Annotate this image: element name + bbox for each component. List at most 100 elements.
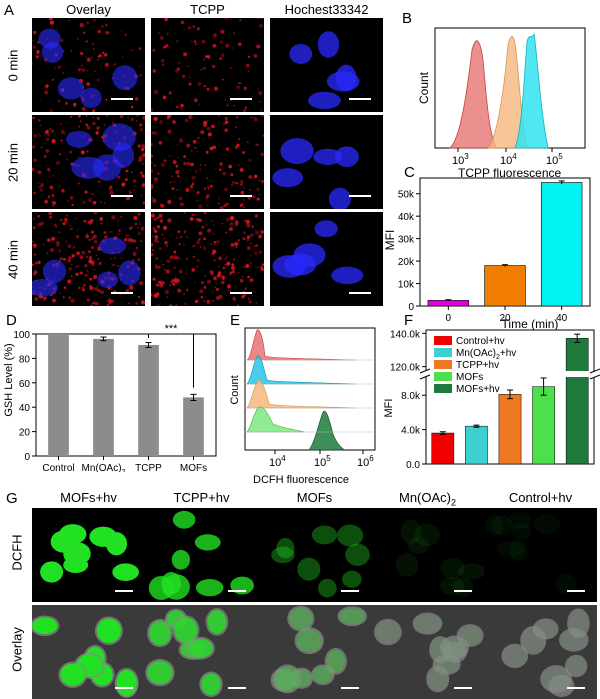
legend-swatch-tcpp xyxy=(434,360,452,369)
panel-label-d: D xyxy=(6,312,17,329)
scale-bar xyxy=(230,98,252,100)
panel-a-col-overlay: Overlay xyxy=(66,2,111,17)
panel-a-image-r0-tcpp xyxy=(151,18,264,112)
panel-g-image-overlay-mnoac xyxy=(371,605,484,699)
panel-e-ylabel: Count xyxy=(229,375,241,404)
scale-bar xyxy=(454,687,472,689)
panel-a-image-r1-hoechst xyxy=(270,115,383,209)
panel-a-image-r1-tcpp xyxy=(151,115,264,209)
panel-f-legend: Control+hv Mn(OAc)2+hv TCPP+hv MOFs MOFs… xyxy=(434,336,516,395)
panel-a-row-20min: 20 min xyxy=(5,142,21,183)
panel-g-image-overlay-control-hv xyxy=(484,605,597,699)
panel-g-image-dcfh-mnoac xyxy=(371,508,484,602)
panel-e-xlabel: DCFH fluorescence xyxy=(253,474,349,486)
legend-swatch-mnoac xyxy=(434,348,452,357)
panel-f-ylabel: MFI xyxy=(383,399,395,418)
panel-g-image-overlay-mofs-hv xyxy=(32,605,145,699)
panel-d-xtick: TCPP xyxy=(135,463,162,472)
scale-bar xyxy=(230,292,252,294)
panel-c-bar xyxy=(427,300,470,307)
panel-f-ytick: 120.0k xyxy=(390,363,421,374)
panel-b-tick-1e5: 105 xyxy=(546,152,563,167)
scale-bar xyxy=(228,590,246,592)
panel-f-bar xyxy=(532,386,555,465)
panel-c-ytick: 10k xyxy=(398,280,415,291)
panel-e-hist-red xyxy=(246,329,356,361)
panel-g-image-dcfh-tcpp-hv xyxy=(145,508,258,602)
panel-label-g: G xyxy=(6,490,18,507)
panel-c-ytick: 0 xyxy=(408,302,414,313)
scale-bar xyxy=(230,195,252,197)
legend-swatch-mofs xyxy=(434,372,452,381)
panel-label-a: A xyxy=(4,2,15,19)
panel-d-chart: GSH Level (%) 0 20 40 60 80 100 Control Mn(OAc)… xyxy=(3,323,217,472)
panel-g-col-tcpp-hv: TCPP+hv xyxy=(173,490,230,505)
panel-b-xlabel: TCPP fluorescence xyxy=(458,166,561,180)
panel-a-image-r0-hoechst xyxy=(270,18,383,112)
panel-e-tick-1e5: 105 xyxy=(314,454,331,469)
panel-a-image-r1-overlay xyxy=(32,115,145,209)
panel-g-image-dcfh-control-hv xyxy=(484,508,597,602)
panel-a-row-0min: 0 min xyxy=(5,49,21,82)
panel-f-bar xyxy=(498,394,522,465)
panel-label-c: C xyxy=(404,164,415,181)
panel-f-ytick: 8.0k xyxy=(401,391,421,402)
panel-g-col-mnoac: Mn(OAc)2 xyxy=(398,490,456,508)
panel-a-col-hochest: Hochest33342 xyxy=(284,2,369,17)
panel-d-bar xyxy=(93,338,114,456)
panel-d-xtick: Control xyxy=(42,463,74,472)
panel-d-significance-stars: *** xyxy=(165,323,179,335)
scale-bar xyxy=(115,590,133,592)
scale-bar xyxy=(228,687,246,689)
legend-label-mofs-hv: MOFs+hv xyxy=(456,384,500,395)
scale-bar xyxy=(111,195,133,197)
panel-d-ytick: 100 xyxy=(13,330,30,341)
panel-e-hist-lightgreen xyxy=(246,406,306,433)
panel-g-image-overlay-mofs xyxy=(258,605,371,699)
panel-e-tick-1e4: 104 xyxy=(269,454,286,469)
scale-bar xyxy=(111,292,133,294)
panel-b-hist-red xyxy=(449,40,497,149)
panel-a-image-r2-overlay xyxy=(32,212,145,306)
panel-c-ytick: 30k xyxy=(398,235,415,246)
panel-c-xtick: 0 xyxy=(446,313,452,324)
panel-label-b: B xyxy=(402,10,413,27)
panel-d-bar xyxy=(138,344,159,456)
panel-d-ytick: 60 xyxy=(19,379,31,390)
panel-d-significance-bracket xyxy=(148,333,194,388)
scale-bar xyxy=(111,98,133,100)
scale-bar xyxy=(349,98,371,100)
panel-g-col-mofs-hv: MOFs+hv xyxy=(60,490,117,505)
panel-c-xlabel: Time (min) xyxy=(502,317,559,330)
panel-d-frame xyxy=(35,333,217,457)
panel-d-bar xyxy=(183,397,204,456)
panel-b-hist-cyan xyxy=(514,32,549,149)
panel-c-ytick: 20k xyxy=(398,257,415,268)
panel-b-ylabel: Count xyxy=(417,71,431,104)
scale-bar xyxy=(115,687,133,689)
legend-label-mofs: MOFs xyxy=(456,372,483,383)
scale-bar xyxy=(349,292,371,294)
panel-g-image-overlay-tcpp-hv xyxy=(145,605,258,699)
panel-a-row-40min: 40 min xyxy=(5,239,21,280)
panel-f-bar xyxy=(465,425,488,465)
panel-c-ytick: 40k xyxy=(398,212,415,223)
legend-label-tcpp: TCPP+hv xyxy=(456,360,499,371)
panel-d-bar xyxy=(48,334,69,456)
panel-b-tick-1e4: 104 xyxy=(500,152,517,167)
legend-label-control: Control+hv xyxy=(456,336,505,347)
panel-a-image-r0-overlay xyxy=(32,18,145,112)
panel-f-ytick: 4.0k xyxy=(401,426,421,437)
panel-c-xtick: 20 xyxy=(499,313,511,324)
legend-label-mnoac: Mn(OAc)2+hv xyxy=(456,348,516,361)
panel-c-ylabel: MFI xyxy=(383,230,397,251)
panel-f-chart: MFI 0.0 4.0k 8.0k 120.0k 140.0k Control+hv M… xyxy=(383,329,600,471)
panel-b-tick-1e3: 103 xyxy=(452,152,469,167)
panel-g-image-dcfh-mofs-hv xyxy=(32,508,145,602)
panel-f-bar xyxy=(431,432,455,465)
panel-e-tick-1e6: 106 xyxy=(357,454,374,469)
scale-bar xyxy=(567,590,585,592)
panel-c-bar xyxy=(484,265,526,307)
panel-e-histogram: 104 105 106 DCFH fluorescence Count xyxy=(229,327,376,486)
panel-g-image-dcfh-mofs xyxy=(258,508,371,602)
